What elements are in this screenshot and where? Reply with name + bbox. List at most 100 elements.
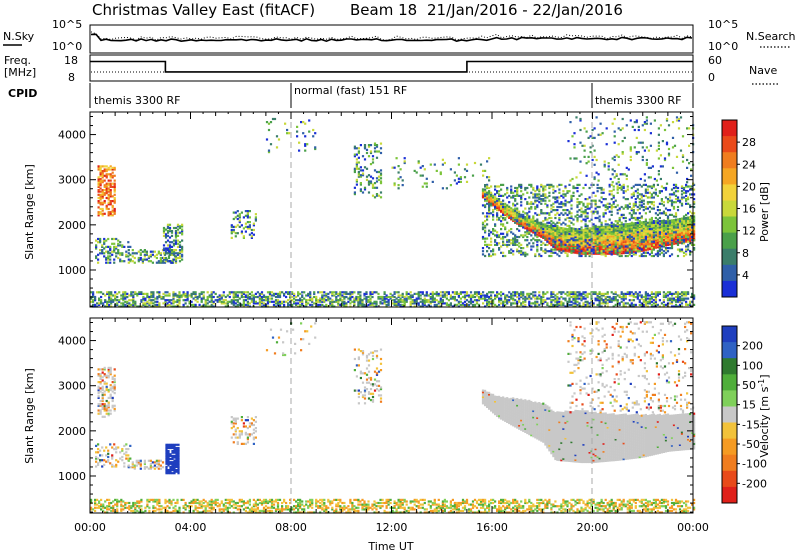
power-cell — [618, 243, 621, 246]
power-cell — [457, 302, 460, 305]
power-cell — [488, 215, 491, 218]
power-cell — [562, 250, 565, 253]
power-cell — [287, 299, 290, 302]
power-cell — [367, 295, 370, 299]
power-cell — [522, 294, 525, 297]
power-cell — [594, 194, 597, 197]
power-cell — [544, 238, 547, 241]
power-cell — [612, 299, 615, 302]
power-cell — [592, 210, 595, 213]
power-cell — [508, 201, 511, 204]
power-cell — [107, 173, 110, 176]
power-cell — [443, 302, 446, 305]
power-cell — [383, 291, 386, 294]
power-cell — [636, 294, 639, 297]
power-cell — [335, 299, 338, 302]
power-cell — [614, 220, 617, 223]
power-cell — [560, 247, 563, 250]
power-cell — [127, 249, 130, 252]
power-cell — [646, 240, 649, 243]
power-cell — [548, 229, 551, 232]
power-cell — [624, 205, 627, 209]
power-cell — [301, 295, 304, 299]
power-cell — [691, 218, 694, 222]
power-cell — [600, 232, 603, 235]
power-cell — [490, 185, 493, 188]
power-cell — [162, 249, 166, 252]
power-cell — [200, 300, 203, 303]
power-cell — [524, 188, 527, 191]
power-cell — [281, 302, 284, 305]
power-cell — [477, 292, 481, 295]
power-cell — [544, 196, 547, 199]
power-cell — [101, 244, 104, 247]
power-cell — [592, 226, 595, 229]
power-cell — [113, 174, 116, 177]
power-cell — [620, 252, 623, 255]
power-cell — [500, 302, 503, 305]
power-cell — [558, 237, 561, 240]
power-cell — [166, 252, 170, 255]
power-cell — [514, 199, 517, 202]
power-cell — [502, 202, 505, 205]
power-cell — [109, 203, 112, 206]
power-cell — [252, 300, 255, 303]
power-cell — [624, 302, 627, 305]
power-cell — [498, 207, 501, 210]
power-cell — [542, 193, 545, 196]
power-cell — [610, 300, 613, 303]
power-cell — [540, 226, 543, 229]
power-cell — [556, 243, 559, 246]
power-cell — [181, 250, 184, 253]
power-cell — [630, 186, 633, 190]
power-cell — [441, 302, 444, 305]
power-cell — [260, 297, 264, 300]
power-cell — [602, 241, 605, 244]
power-cell — [612, 194, 615, 197]
power-cell — [107, 212, 110, 215]
power-cell — [178, 249, 182, 252]
power-cell — [246, 291, 249, 294]
power-cell — [498, 198, 501, 201]
power-cell — [570, 204, 573, 207]
power-cell — [345, 292, 348, 295]
power-cell — [270, 294, 274, 297]
power-cell — [137, 260, 140, 263]
power-cell — [604, 223, 607, 226]
power-cell — [524, 295, 527, 299]
power-cell — [369, 299, 372, 302]
power-cell — [614, 297, 617, 300]
power-cell — [528, 231, 531, 234]
power-cell — [367, 300, 370, 303]
power-cell — [640, 294, 643, 297]
power-cell — [560, 232, 563, 235]
power-cell — [566, 216, 569, 220]
power-cell — [510, 191, 513, 194]
power-cell — [656, 244, 659, 247]
power-cell — [119, 260, 122, 263]
power-cell — [566, 250, 569, 253]
power-cell — [670, 222, 674, 225]
power-cell — [642, 221, 645, 224]
power-cell — [97, 211, 100, 214]
power-cell — [680, 220, 684, 223]
power-cell — [166, 223, 170, 226]
power-cell — [367, 180, 371, 183]
power-cell — [512, 202, 515, 205]
power-cell — [486, 294, 489, 297]
power-cell — [660, 221, 663, 224]
power-cell — [560, 212, 563, 215]
power-cell — [445, 294, 448, 297]
power-cell — [309, 297, 312, 300]
power-cell — [170, 252, 174, 255]
power-cell — [612, 245, 615, 248]
power-cell — [582, 228, 585, 232]
power-cell — [594, 291, 597, 294]
power-cell — [176, 252, 180, 255]
power-cell — [532, 245, 535, 248]
power-cell — [522, 221, 525, 224]
power-cell — [496, 234, 499, 237]
power-cell — [371, 303, 374, 306]
power-cell — [97, 241, 100, 244]
power-cell — [546, 291, 549, 294]
